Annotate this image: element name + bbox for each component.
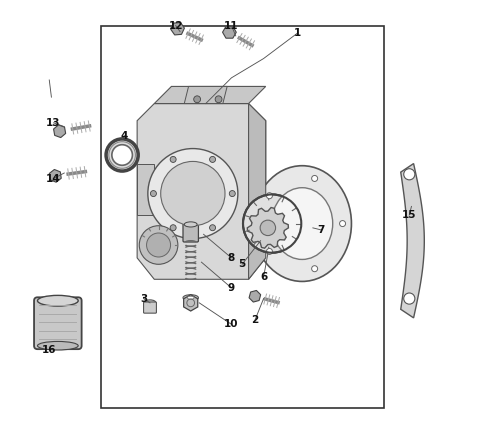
Polygon shape [49,169,61,182]
Polygon shape [249,104,266,280]
Polygon shape [184,86,227,104]
Polygon shape [223,26,236,38]
Ellipse shape [187,296,194,299]
Text: 14: 14 [46,174,61,184]
Ellipse shape [272,188,333,259]
FancyBboxPatch shape [34,297,82,349]
Circle shape [229,190,235,197]
Circle shape [266,249,273,255]
Polygon shape [154,86,266,104]
Text: 7: 7 [318,225,325,235]
Circle shape [194,96,201,103]
Circle shape [170,157,176,163]
Circle shape [170,225,176,231]
Ellipse shape [37,295,78,306]
FancyBboxPatch shape [183,223,198,242]
Text: 8: 8 [228,253,235,263]
Text: 9: 9 [228,283,235,293]
Polygon shape [184,295,198,311]
Circle shape [404,293,415,304]
FancyBboxPatch shape [144,302,156,313]
Circle shape [150,190,156,197]
Circle shape [339,221,346,227]
Text: 1: 1 [294,28,301,38]
Circle shape [266,193,273,199]
Text: 6: 6 [260,272,267,282]
Polygon shape [137,104,266,280]
Ellipse shape [183,295,198,301]
Polygon shape [401,163,424,318]
Polygon shape [249,290,261,302]
Circle shape [146,233,170,257]
Text: 2: 2 [252,315,259,325]
Circle shape [148,149,238,239]
Text: 12: 12 [168,21,183,31]
Circle shape [312,175,318,181]
Polygon shape [247,208,288,248]
Circle shape [161,161,225,226]
Ellipse shape [112,145,132,165]
Polygon shape [137,163,154,215]
Circle shape [215,96,222,103]
Circle shape [210,225,216,231]
Text: 10: 10 [224,319,239,329]
Text: 5: 5 [239,259,246,269]
Text: 16: 16 [42,345,57,355]
Polygon shape [171,22,184,35]
Circle shape [210,157,216,163]
Text: 3: 3 [140,294,147,304]
Circle shape [312,266,318,272]
Polygon shape [54,125,66,138]
Ellipse shape [184,222,197,227]
Circle shape [404,169,415,180]
Text: 15: 15 [402,210,417,220]
Circle shape [139,226,178,264]
Ellipse shape [253,166,351,281]
Text: 11: 11 [224,21,239,31]
Ellipse shape [37,341,78,350]
Circle shape [260,220,276,236]
Circle shape [243,194,301,253]
Ellipse shape [144,300,156,306]
Ellipse shape [106,139,138,171]
Text: 4: 4 [120,131,128,141]
Text: 13: 13 [46,118,61,128]
